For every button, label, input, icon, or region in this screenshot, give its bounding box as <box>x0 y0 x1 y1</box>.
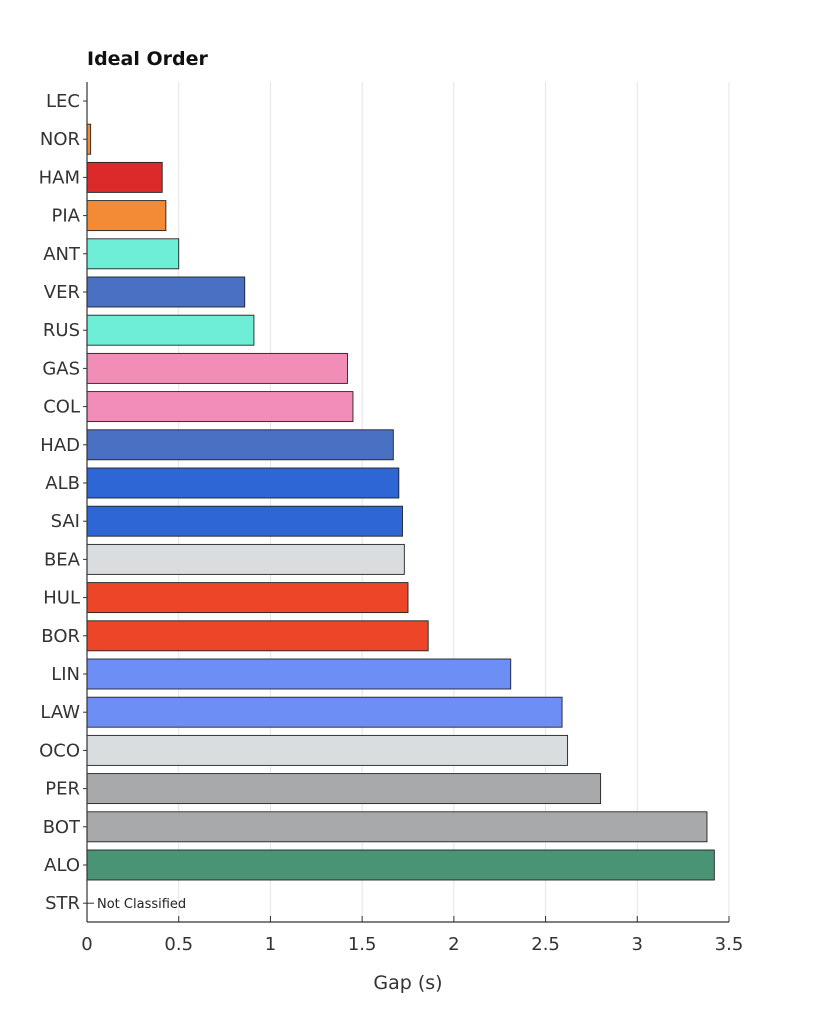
y-tick-label-lec: LEC <box>46 91 80 112</box>
bar-hul <box>86 582 409 614</box>
y-tick-label-bor: BOR <box>41 626 80 647</box>
x-axis-ticks: 0 0.5 1 1.5 2 2.5 3 3.5 <box>81 916 743 955</box>
bar-ant <box>86 238 180 270</box>
y-tick-label-nor: NOR <box>40 129 80 150</box>
x-tick-label: 1.5 <box>348 934 377 955</box>
chart-title: Ideal Order <box>87 48 209 70</box>
bar-ver <box>86 276 246 308</box>
y-tick-label-law: LAW <box>40 702 80 723</box>
y-tick-label-lin: LIN <box>51 664 80 685</box>
not-classified-note: Not Classified <box>97 897 186 912</box>
bar-col <box>86 391 354 423</box>
y-axis-labels: LEC NOR HAM PIA ANT VER RUS GAS COL HAD ALB SAI BEA H… <box>39 91 81 914</box>
y-tick-label-gas: GAS <box>42 358 80 379</box>
bars <box>86 123 715 881</box>
bar-per <box>86 773 602 805</box>
grid-lines <box>178 82 730 922</box>
y-tick-label-bea: BEA <box>44 549 81 570</box>
x-tick-label: 0 <box>81 934 92 955</box>
y-tick-label-oco: OCO <box>39 740 80 761</box>
y-tick-label-col: COL <box>43 397 80 418</box>
bar-gas <box>86 352 348 384</box>
bar-had <box>86 429 394 461</box>
x-axis-label: Gap (s) <box>373 972 442 994</box>
bar-pia <box>86 200 167 232</box>
y-tick-label-alb: ALB <box>45 473 80 494</box>
axes <box>83 82 729 923</box>
bar-ham <box>86 161 163 193</box>
bar-oco <box>86 734 569 766</box>
bar-bot <box>86 811 708 843</box>
bar-sai <box>86 505 403 537</box>
bar-law <box>86 696 563 728</box>
bar-lin <box>86 658 512 690</box>
y-tick-label-ant: ANT <box>43 244 81 265</box>
y-tick-label-alo: ALO <box>44 855 80 876</box>
y-tick-label-rus: RUS <box>43 320 80 341</box>
y-tick-label-had: HAD <box>40 435 80 456</box>
y-tick-label-bot: BOT <box>43 817 81 838</box>
y-tick-label-per: PER <box>45 779 80 800</box>
x-tick-label: 2 <box>448 934 459 955</box>
y-tick-label-ver: VER <box>44 282 80 303</box>
x-tick-label: 0.5 <box>164 934 193 955</box>
bar-bea <box>86 543 405 575</box>
y-tick-label-hul: HUL <box>43 588 80 609</box>
bar-bor <box>86 620 429 652</box>
bar-alb <box>86 467 400 499</box>
y-tick-label-ham: HAM <box>39 167 80 188</box>
annotations: Not Classified <box>87 897 186 912</box>
x-tick-label: 1 <box>265 934 276 955</box>
bar-alo <box>86 849 715 881</box>
y-tick-label-sai: SAI <box>51 511 80 532</box>
y-tick-label-str: STR <box>45 893 80 914</box>
y-tick-label-pia: PIA <box>52 206 81 227</box>
x-tick-label: 2.5 <box>531 934 560 955</box>
bar-rus <box>86 314 255 346</box>
x-tick-label: 3 <box>632 934 643 955</box>
x-tick-label: 3.5 <box>715 934 744 955</box>
